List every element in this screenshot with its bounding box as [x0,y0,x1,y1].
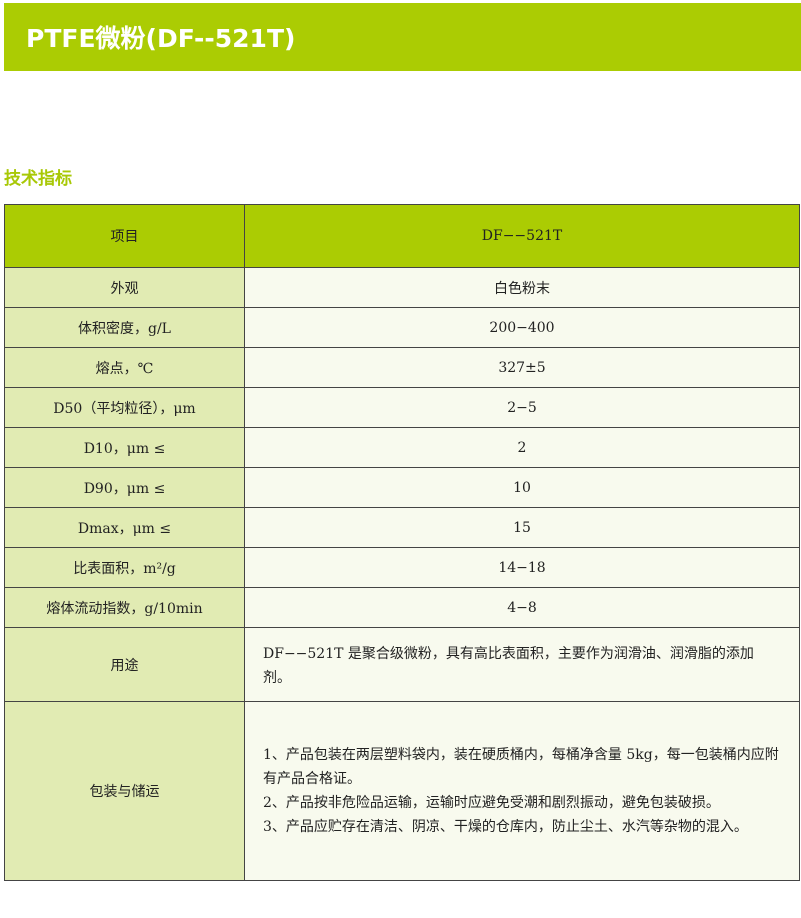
row-value: 200−400 [244,307,800,348]
table-row: D50（平均粒径），μm 2−5 [4,387,800,428]
packing-line: 2、产品按非危险品运输，运输时应避免受潮和剧烈振动，避免包装破损。 [263,795,720,811]
row-value: 327±5 [244,347,800,388]
row-label: 熔点，℃ [4,347,245,388]
title-bar: PTFE微粉(DF--521T) [4,3,801,71]
row-value: 14−18 [244,547,800,588]
row-value: 2 [244,427,800,468]
packing-text: 1、产品包装在两层塑料袋内，装在硬质桶内，每桶净含量 5kg，每一包装桶内应附有… [244,701,800,881]
usage-row: 用途 DF−−521T 是聚合级微粉，具有高比表面积，主要作为润滑油、润滑脂的添加… [4,627,800,702]
row-label: D90，μm ≤ [4,467,245,508]
usage-label: 用途 [4,627,245,702]
header-model: DF−−521T [244,204,800,268]
table-row: D90，μm ≤10 [4,467,800,508]
packing-label: 包装与储运 [4,701,245,881]
row-label: 外观 [4,267,245,308]
row-value: 15 [244,507,800,548]
row-label: 体积密度，g/L [4,307,245,348]
table-row: 熔点，℃ 327±5 [4,347,800,388]
table-header: 项目 DF−−521T [4,204,800,268]
row-label: D50（平均粒径），μm [4,387,245,428]
row-value: 2−5 [244,387,800,428]
table-row: Dmax，μm ≤15 [4,507,800,548]
row-label: 熔体流动指数，g/10min [4,587,245,628]
table-row: 熔体流动指数，g/10min 4−8 [4,587,800,628]
table-row: 比表面积，m²/g 14−18 [4,547,800,588]
packing-line: 3、产品应贮存在清洁、阴凉、干燥的仓库内，防止尘土、水汽等杂物的混入。 [263,819,748,835]
packing-row: 包装与储运 1、产品包装在两层塑料袋内，装在硬质桶内，每桶净含量 5kg，每一包装… [4,701,800,881]
packing-line: 1、产品包装在两层塑料袋内，装在硬质桶内，每桶净含量 5kg，每一包装桶内应附有… [263,747,779,787]
row-label: 比表面积，m²/g [4,547,245,588]
row-value: 白色粉末 [244,267,800,308]
table-row: D10，μm ≤2 [4,427,800,468]
header-item: 项目 [4,204,245,268]
spec-table: 项目 DF−−521T 外观 白色粉末 体积密度，g/L 200−400 熔点，℃ 327… [4,204,800,881]
row-value: 4−8 [244,587,800,628]
row-label: Dmax，μm ≤ [4,507,245,548]
row-label: D10，μm ≤ [4,427,245,468]
section-heading: 技术指标 [4,169,72,189]
row-value: 10 [244,467,800,508]
usage-text: DF−−521T 是聚合级微粉，具有高比表面积，主要作为润滑油、润滑脂的添加剂。 [244,627,800,702]
table-row: 外观 白色粉末 [4,267,800,308]
page-title: PTFE微粉(DF--521T) [26,24,296,53]
table-row: 体积密度，g/L 200−400 [4,307,800,348]
